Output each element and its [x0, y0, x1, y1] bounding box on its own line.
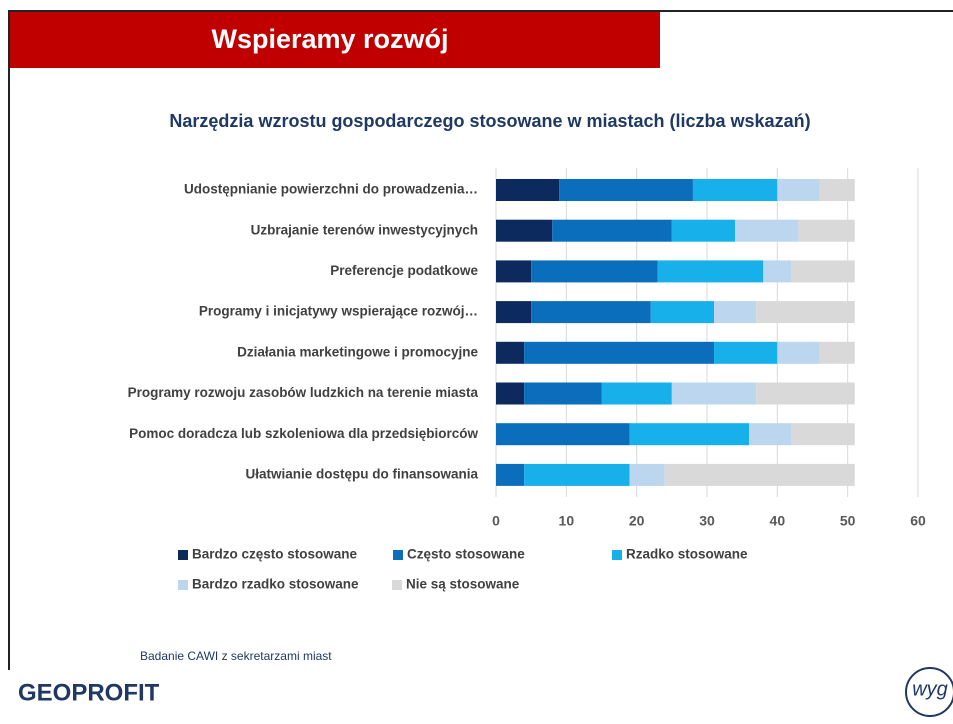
- x-tick-label: 10: [559, 513, 575, 529]
- bar-segment: [657, 260, 764, 283]
- bar-segment: [496, 219, 553, 242]
- bar-segment: [763, 260, 792, 283]
- x-tick-label: 50: [840, 513, 856, 529]
- header-bar: [10, 12, 660, 68]
- bar-segment: [819, 179, 855, 201]
- legend-swatch: [178, 580, 188, 590]
- x-tick-label: 20: [629, 513, 645, 529]
- bar-segment: [496, 179, 560, 201]
- bar-segment: [756, 382, 855, 405]
- bar-segment: [791, 423, 855, 446]
- legend-swatch: [393, 550, 403, 560]
- bar-segment: [552, 219, 672, 242]
- bar-segment: [791, 260, 855, 283]
- legend-label: Bardzo często stosowane: [192, 547, 358, 562]
- x-tick-label: 60: [910, 513, 926, 529]
- plot: 0 10 20 30 40 50 60 Udostępnianie powierzchni d…: [128, 168, 926, 592]
- y-tick-label: Programy rozwoju zasobów ludzkich na ter…: [128, 385, 479, 400]
- x-tick-label: 30: [699, 513, 715, 529]
- y-tick-label: Uzbrajanie terenów inwestycyjnych: [251, 222, 478, 237]
- header-title: Wspieramy rozwój: [211, 24, 448, 54]
- logo-left: GEOPROFIT: [18, 679, 160, 706]
- bar-segment: [756, 301, 855, 324]
- y-tick-label: Pomoc doradcza lub szkoleniowa dla przed…: [129, 426, 478, 441]
- bar-segment: [559, 179, 693, 201]
- legend-label: Bardzo rzadko stosowane: [192, 577, 359, 592]
- bar-segment: [671, 219, 736, 242]
- legend-swatch: [392, 580, 402, 590]
- bar-segment: [531, 260, 658, 283]
- legend-label: Często stosowane: [407, 547, 525, 562]
- x-tick-label: 40: [770, 513, 786, 529]
- bar-segment: [601, 382, 672, 405]
- bar-segment: [496, 423, 630, 446]
- logo-right: wyg: [912, 678, 948, 700]
- x-tick-label: 0: [492, 513, 500, 529]
- bar-segment: [524, 382, 602, 405]
- bar-segment: [692, 179, 778, 201]
- bar-segment: [749, 423, 792, 446]
- bar-segment: [819, 341, 855, 364]
- legend-label: Rzadko stosowane: [626, 547, 748, 562]
- legend-swatch: [612, 550, 622, 560]
- y-tick-label: Udostępnianie powierzchni do prowadzenia…: [184, 182, 478, 197]
- logo-right-circle: [905, 667, 953, 717]
- bar-segment: [777, 179, 820, 201]
- source-note: Badanie CAWI z sekretarzami miast: [140, 649, 332, 663]
- bar-segment: [664, 463, 855, 486]
- bar-segment: [524, 463, 630, 486]
- bar-segment: [524, 341, 715, 364]
- y-tick-label: Preferencje podatkowe: [330, 263, 478, 278]
- bar-segment: [735, 219, 799, 242]
- y-tick-label: Działania marketingowe i promocyjne: [237, 344, 478, 359]
- chart-title: Narzędzia wzrostu gospodarczego stosowan…: [169, 111, 810, 131]
- bar-segment: [496, 260, 532, 283]
- bar-segment: [496, 301, 532, 324]
- y-tick-label: Ułatwianie dostępu do finansowania: [245, 466, 478, 481]
- bar-segment: [650, 301, 715, 324]
- legend-swatch: [178, 550, 188, 560]
- bar-segment: [496, 341, 525, 364]
- bar-segment: [671, 382, 757, 405]
- bar-segment: [777, 341, 820, 364]
- legend-label: Nie są stosowane: [406, 577, 520, 592]
- bar-segment: [531, 301, 651, 324]
- bar-segment: [496, 382, 525, 405]
- bar-segment: [714, 301, 757, 324]
- bar-segment: [798, 219, 855, 242]
- bar-segment: [629, 423, 750, 446]
- bar-segment: [496, 463, 525, 486]
- y-tick-label: Programy i inicjatywy wspierające rozwój…: [199, 304, 478, 319]
- bar-segment: [714, 341, 778, 364]
- bar-segment: [629, 463, 665, 486]
